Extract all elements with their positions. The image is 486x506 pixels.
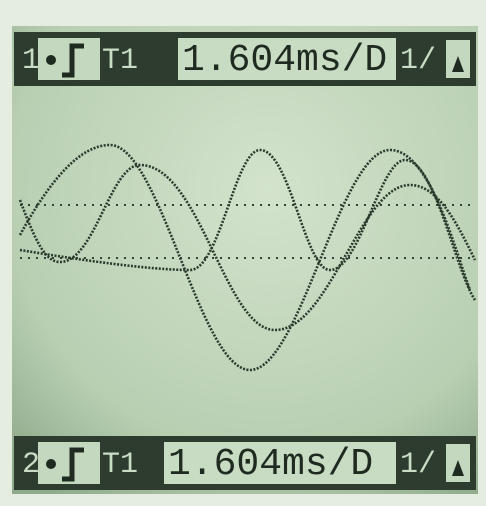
waveform [19,148,477,301]
edge-icon [62,447,84,482]
channel: 2 [22,448,40,482]
dot-icon [46,459,56,469]
timebase-box [164,442,396,484]
level-icon [452,56,464,72]
timebase-box [178,38,396,80]
channel: 1 [22,44,40,78]
trigger-level: 1/ [400,44,436,78]
top-bar: 1 T1 1.604ms/D 1/ [14,32,476,86]
trigger-source: T1 [102,44,138,78]
dot-icon [46,55,56,65]
trigger-level: 1/ [400,448,436,482]
level-icon [452,460,464,476]
timebase: 1.604ms/D [182,39,387,82]
timebase: 1.604ms/D [168,443,373,486]
edge-icon [62,43,84,78]
bottom-bar: 2 T1 1.604ms/D 1/ [14,436,476,490]
waveform [18,143,472,372]
lcd-screen [12,26,478,494]
trigger-source: T1 [102,448,138,482]
waveform [18,163,477,332]
